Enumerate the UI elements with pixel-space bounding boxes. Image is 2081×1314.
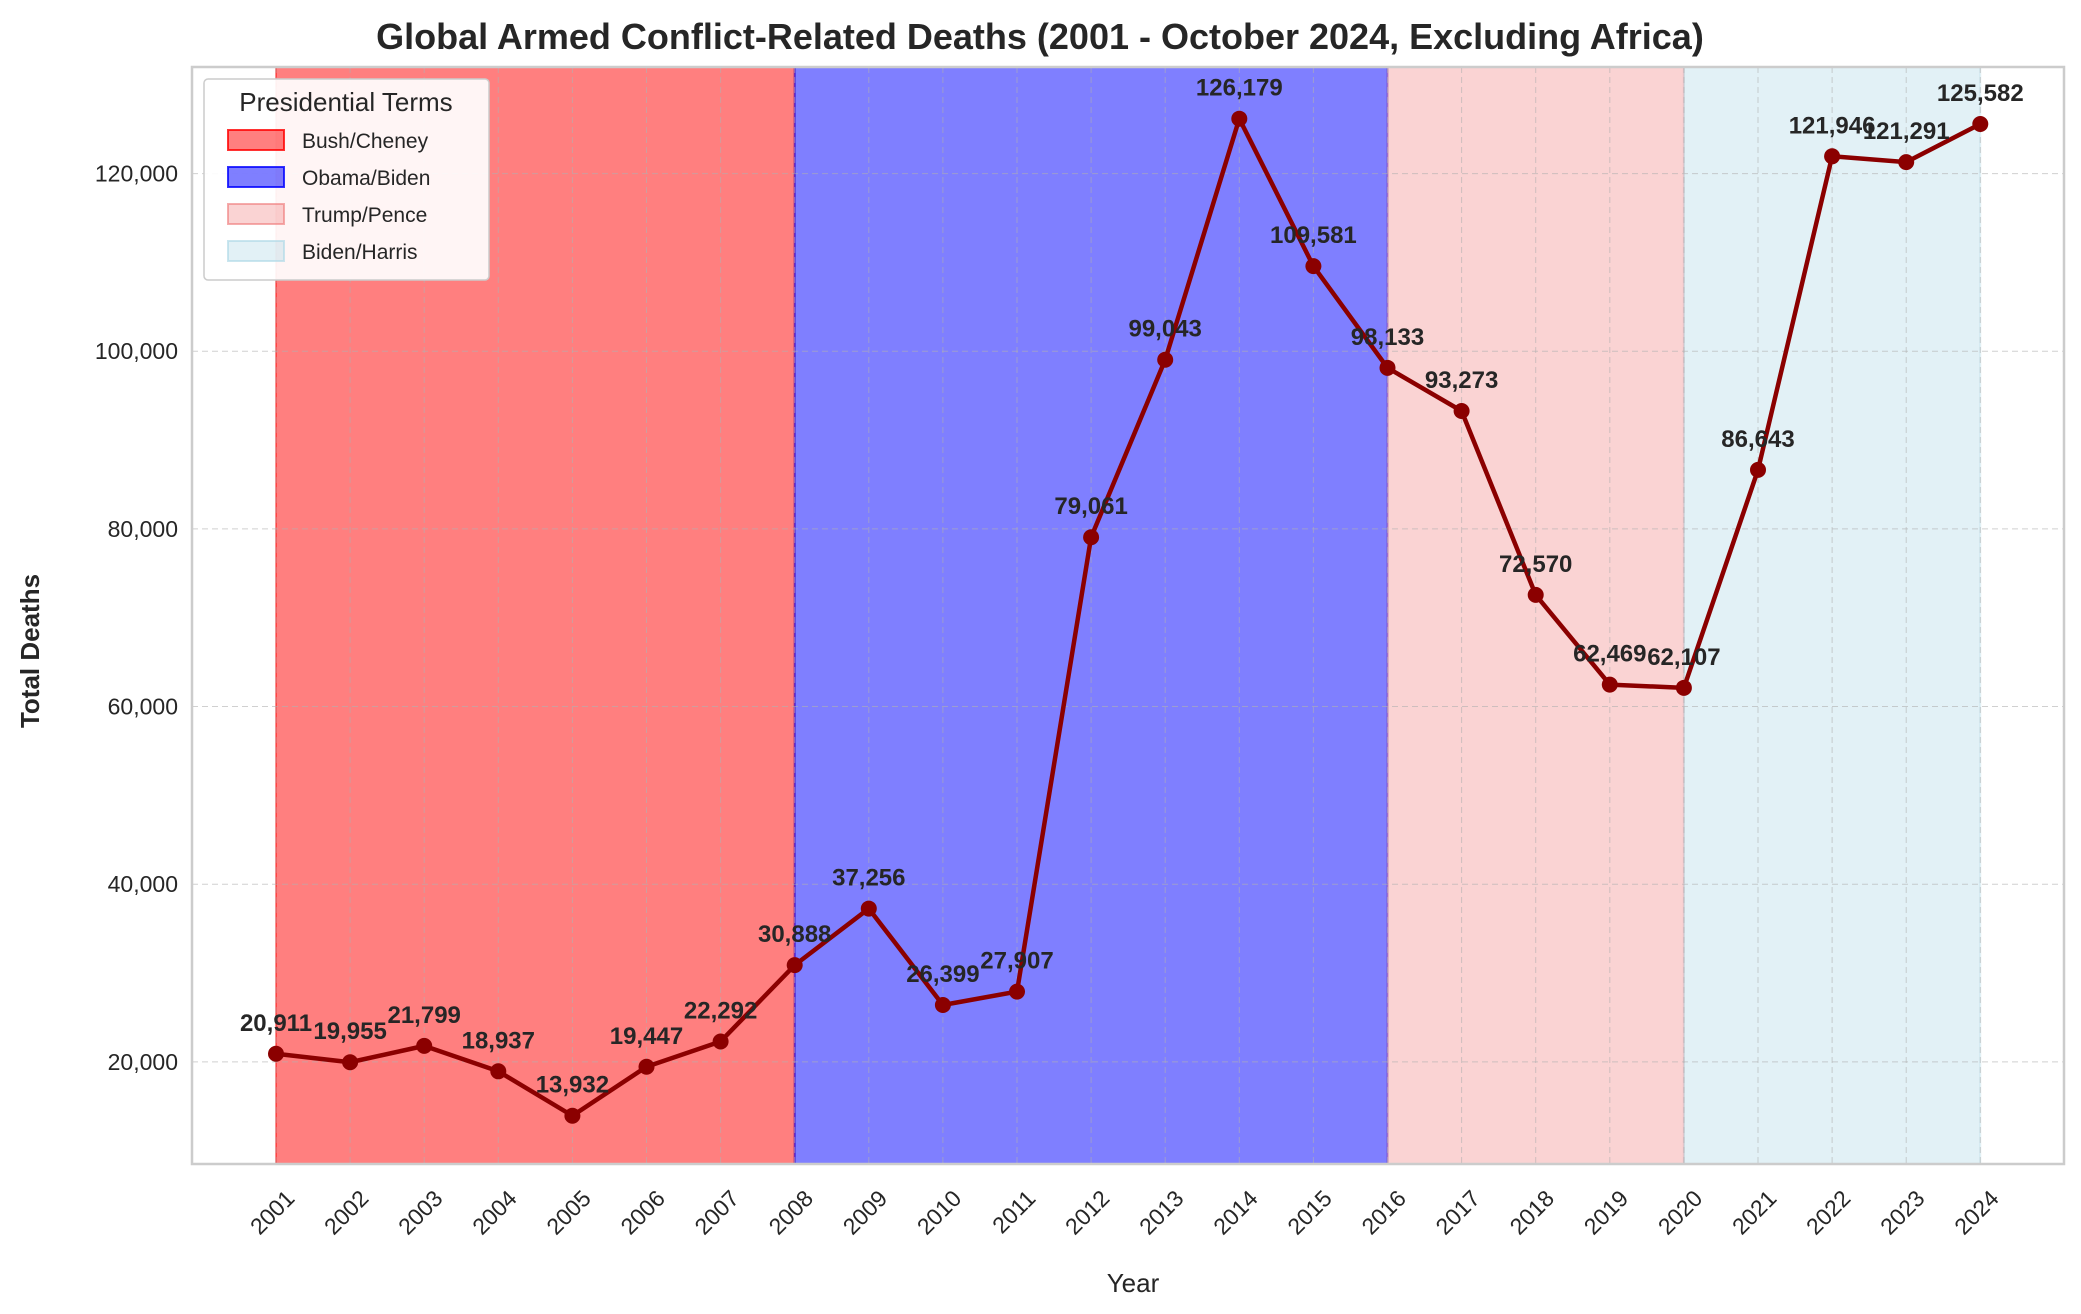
plot-frame <box>190 65 2066 1166</box>
legend: Presidential Terms Bush/Cheney Obama/Bide… <box>203 78 490 281</box>
data-point <box>1898 154 1915 171</box>
y-tick-label: 100,000 <box>95 338 178 364</box>
data-label: 121,291 <box>1863 118 1950 145</box>
data-label: 109,581 <box>1270 222 1357 249</box>
data-point <box>1083 529 1100 546</box>
data-label: 30,888 <box>758 921 831 948</box>
chart-title: Global Armed Conflict-Related Deaths (20… <box>376 16 1704 57</box>
data-point <box>1305 258 1322 275</box>
data-point <box>1527 586 1544 603</box>
data-point <box>342 1054 359 1071</box>
data-label: 121,946 <box>1789 112 1876 139</box>
data-label: 37,256 <box>832 865 905 892</box>
data-label: 62,469 <box>1573 641 1646 668</box>
data-label: 26,399 <box>906 961 979 988</box>
data-label: 86,643 <box>1721 426 1794 453</box>
legend-item-label: Bush/Cheney <box>302 130 429 153</box>
data-point <box>564 1107 581 1124</box>
data-point <box>1601 676 1618 693</box>
data-point <box>638 1058 655 1075</box>
data-point <box>1231 110 1248 127</box>
data-point <box>934 997 951 1014</box>
data-label: 126,179 <box>1196 75 1283 102</box>
data-label: 27,907 <box>980 948 1053 975</box>
data-label: 13,932 <box>536 1072 609 1099</box>
y-tick-label: 40,000 <box>108 871 178 897</box>
data-point <box>712 1033 729 1050</box>
data-label: 19,447 <box>610 1023 683 1050</box>
legend-item-label: Obama/Biden <box>302 167 430 190</box>
y-tick-label: 60,000 <box>108 694 178 720</box>
data-point <box>1157 351 1174 368</box>
data-point <box>268 1045 284 1062</box>
legend-swatch <box>227 129 285 151</box>
data-point <box>1824 148 1841 165</box>
data-label: 19,955 <box>313 1018 386 1045</box>
data-label: 20,911 <box>240 1010 312 1037</box>
data-label: 62,107 <box>1647 644 1720 671</box>
legend-item-label: Trump/Pence <box>302 204 427 227</box>
data-point <box>1750 461 1766 478</box>
data-label: 18,937 <box>462 1027 535 1054</box>
data-point <box>860 900 877 917</box>
data-label: 98,133 <box>1351 324 1424 351</box>
y-axis-label: Total Deaths <box>15 574 45 728</box>
legend-swatch <box>227 240 285 262</box>
legend-item-label: Biden/Harris <box>302 241 418 264</box>
y-axis-ticks: 20,000 40,000 60,000 80,000 100,000 120,000 <box>95 161 178 1075</box>
data-label: 93,273 <box>1425 367 1498 394</box>
legend-title: Presidential Terms <box>239 87 452 117</box>
data-label: 125,582 <box>1937 80 2024 107</box>
legend-swatch <box>227 166 285 188</box>
data-label: 72,570 <box>1499 551 1572 578</box>
y-tick-label: 20,000 <box>108 1049 178 1075</box>
data-point <box>1675 679 1692 696</box>
data-series <box>268 110 1989 1124</box>
presidential-term-regions <box>275 67 1982 1164</box>
data-point <box>1453 402 1470 419</box>
data-point <box>1379 359 1396 376</box>
data-label: 79,061 <box>1054 493 1127 520</box>
x-axis-label: Year <box>1107 1268 1160 1298</box>
legend-items: Bush/Cheney Obama/Biden Trump/Pence Biden/H… <box>227 129 430 264</box>
y-tick-label: 80,000 <box>108 516 178 542</box>
data-labels: 20,911 19,95521,79918,93713,93219,44722,2… <box>240 75 2024 1099</box>
legend-swatch <box>227 203 285 225</box>
data-point <box>416 1037 433 1054</box>
data-label: 22,292 <box>684 997 757 1024</box>
data-label: 21,799 <box>387 1002 460 1029</box>
series-line <box>275 116 1982 1118</box>
y-tick-label: 120,000 <box>95 161 178 187</box>
data-point <box>786 957 803 974</box>
data-point <box>1009 983 1025 1000</box>
data-point <box>490 1063 507 1080</box>
data-point <box>1972 116 1989 133</box>
data-label: 99,043 <box>1128 316 1201 343</box>
